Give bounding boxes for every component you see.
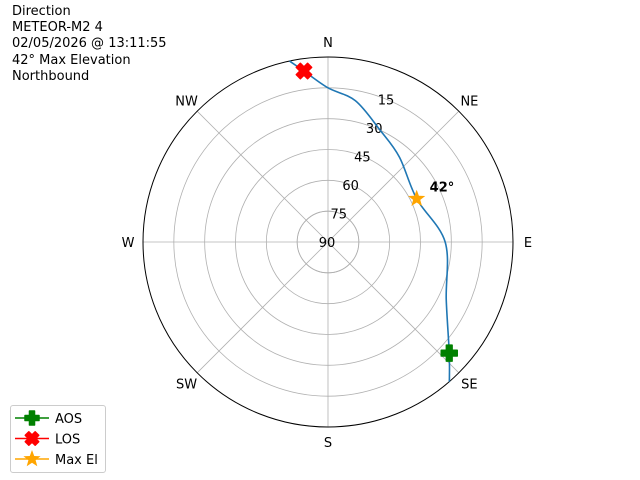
elevation-tick-30: 30 xyxy=(366,122,383,137)
marker-los-shape xyxy=(295,62,313,80)
info-max-elevation: 42° Max Elevation xyxy=(12,52,131,68)
legend-symbols: AOS LOS Max El xyxy=(15,410,98,468)
legend: AOS LOS Max El xyxy=(10,405,106,473)
elevation-tick-90: 90 xyxy=(319,236,336,251)
grid-spoke-SE xyxy=(327,241,460,374)
pass-info: Direction METEOR-M2 4 02/05/2026 @ 13:11… xyxy=(12,4,167,85)
marker-los xyxy=(295,62,313,80)
legend-label-los: LOS xyxy=(55,433,80,448)
elevation-tick-60: 60 xyxy=(342,179,359,194)
legend-label-aos: AOS xyxy=(55,412,82,427)
direction-label-E: E xyxy=(524,236,532,251)
pass-path xyxy=(289,60,451,382)
polar-frame xyxy=(142,56,514,428)
direction-label-N: N xyxy=(323,36,333,51)
marker-max-el xyxy=(408,189,426,207)
grid-spoke-NW xyxy=(196,110,329,243)
legend-marker-1-shape xyxy=(24,431,40,446)
elevation-tick-15: 15 xyxy=(378,94,395,109)
info-datetime: 02/05/2026 @ 13:11:55 xyxy=(12,36,167,52)
info-satellite: METEOR-M2 4 xyxy=(12,20,103,36)
direction-label-W: W xyxy=(122,236,135,251)
max-elevation-annotation: 42° xyxy=(430,181,455,196)
legend-label-max-el: Max El xyxy=(55,453,98,468)
info-direction: Northbound xyxy=(12,68,90,84)
grid-spoke-SW xyxy=(196,241,329,374)
elevation-tick-75: 75 xyxy=(331,208,348,223)
marker-aos xyxy=(440,344,458,362)
direction-label-SE: SE xyxy=(461,377,477,392)
legend-marker-0 xyxy=(24,410,40,426)
direction-label-NE: NE xyxy=(460,95,478,110)
direction-label-S: S xyxy=(324,436,332,451)
legend-marker-2 xyxy=(23,450,41,467)
direction-label-SW: SW xyxy=(176,377,197,392)
legend-marker-1 xyxy=(24,431,40,446)
elevation-tick-45: 45 xyxy=(354,151,371,166)
grid-spoke-NE xyxy=(327,110,460,243)
direction-label-NW: NW xyxy=(175,95,198,110)
info-title: Direction xyxy=(12,4,71,19)
